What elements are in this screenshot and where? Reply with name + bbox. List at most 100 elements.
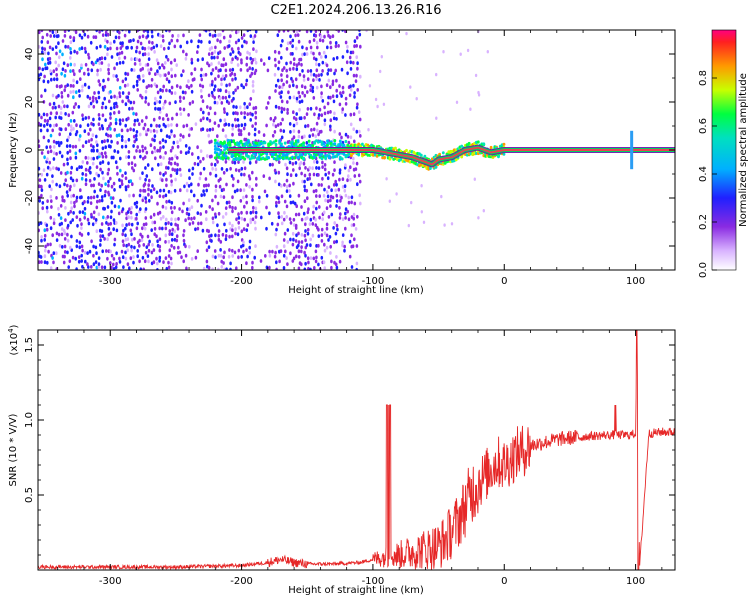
heatmap-cell bbox=[327, 78, 331, 83]
heatmap-cell bbox=[80, 46, 84, 51]
heatmap-cell bbox=[344, 193, 348, 198]
heatmap-cell bbox=[297, 212, 301, 217]
heatmap-cell bbox=[176, 156, 179, 160]
heatmap-cell bbox=[66, 250, 69, 255]
heatmap-cell bbox=[187, 184, 191, 188]
heatmap-cell bbox=[300, 153, 304, 157]
heatmap-cell bbox=[157, 162, 160, 167]
heatmap-cell bbox=[252, 40, 255, 44]
heatmap-cell bbox=[277, 105, 281, 110]
heatmap-cell bbox=[190, 60, 194, 65]
heatmap-cell bbox=[279, 43, 283, 48]
heatmap-cell bbox=[71, 69, 75, 73]
heatmap-cell bbox=[335, 199, 339, 203]
heatmap-cell bbox=[69, 124, 73, 129]
heatmap-cell bbox=[344, 113, 347, 117]
heatmap-cell bbox=[61, 67, 65, 72]
heatmap-cell bbox=[314, 188, 318, 193]
heatmap-cell bbox=[214, 77, 217, 81]
heatmap-cell bbox=[275, 260, 278, 265]
heatmap-cell bbox=[58, 55, 61, 60]
heatmap-cell bbox=[96, 143, 99, 148]
heatmap-cell bbox=[279, 121, 283, 126]
heatmap-cell bbox=[121, 207, 125, 212]
heatmap-cell bbox=[173, 161, 177, 166]
heatmap-cell bbox=[338, 132, 342, 136]
heatmap-cell bbox=[274, 232, 278, 237]
heatmap-cell bbox=[219, 88, 222, 93]
heatmap-cell bbox=[305, 243, 309, 247]
heatmap-cell bbox=[109, 116, 112, 120]
heatmap-cell bbox=[245, 183, 248, 187]
heatmap-cell bbox=[325, 206, 329, 211]
heatmap-cell bbox=[138, 244, 141, 248]
heatmap-cell bbox=[190, 39, 193, 44]
heatmap-cell bbox=[141, 66, 144, 71]
heatmap-cell bbox=[115, 262, 118, 266]
heatmap-cell bbox=[323, 167, 327, 172]
heatmap-cell bbox=[63, 182, 66, 187]
heatmap-cell bbox=[41, 46, 44, 51]
heatmap-cell bbox=[251, 210, 255, 214]
heatmap-cell bbox=[302, 143, 305, 147]
heatmap-cell bbox=[107, 190, 110, 195]
heatmap-cell bbox=[314, 30, 318, 34]
heatmap-cell bbox=[225, 228, 228, 233]
heatmap-cell bbox=[175, 238, 179, 243]
heatmap-cell bbox=[211, 207, 214, 212]
heatmap-cell bbox=[106, 47, 109, 51]
heatmap-cell bbox=[64, 206, 67, 210]
heatmap-cell bbox=[63, 88, 66, 93]
heatmap-cell bbox=[66, 63, 70, 68]
heatmap-cell bbox=[285, 166, 289, 171]
heatmap-cell bbox=[147, 52, 150, 56]
heatmap-cell bbox=[202, 266, 206, 270]
heatmap-cell bbox=[158, 140, 162, 145]
heatmap-cell bbox=[355, 35, 359, 40]
heatmap-cell bbox=[229, 261, 232, 266]
heatmap-cell bbox=[155, 234, 158, 239]
heatmap-cell bbox=[53, 34, 56, 38]
heatmap-cell bbox=[323, 111, 327, 116]
heatmap-cell bbox=[295, 112, 299, 116]
heatmap-cell bbox=[220, 265, 224, 269]
heatmap-cell bbox=[248, 143, 252, 147]
heatmap-cell bbox=[231, 248, 234, 253]
heatmap-cell bbox=[284, 249, 287, 254]
heatmap-cell bbox=[107, 71, 111, 76]
heatmap-cell bbox=[196, 50, 199, 54]
heatmap-cell bbox=[282, 129, 286, 134]
heatmap-cell bbox=[124, 250, 127, 255]
heatmap-cell bbox=[106, 126, 109, 131]
heatmap-cell bbox=[152, 117, 156, 122]
heatmap-cell bbox=[210, 239, 213, 243]
heatmap-cell bbox=[188, 101, 192, 106]
heatmap-cell bbox=[93, 189, 96, 194]
heatmap-cell bbox=[123, 83, 127, 88]
heatmap-cell bbox=[321, 176, 324, 181]
heatmap-cell bbox=[147, 46, 150, 50]
heatmap-cell bbox=[116, 171, 119, 176]
heatmap-cell bbox=[321, 160, 324, 165]
heatmap-cell bbox=[222, 57, 226, 62]
heatmap-cell bbox=[331, 79, 335, 84]
heatmap-cell bbox=[325, 226, 329, 231]
heatmap-cell bbox=[67, 265, 70, 269]
heatmap-cell bbox=[115, 165, 119, 170]
heatmap-cell bbox=[92, 253, 95, 258]
heatmap-cell bbox=[274, 89, 277, 93]
heatmap-cell bbox=[274, 104, 278, 109]
heatmap-cell bbox=[43, 260, 47, 265]
heatmap-cell bbox=[328, 35, 332, 40]
heatmap-cell bbox=[206, 128, 209, 133]
heatmap-cell bbox=[141, 52, 145, 57]
heatmap-cell bbox=[299, 57, 303, 62]
heatmap-cell bbox=[335, 255, 338, 259]
heatmap-cell bbox=[185, 181, 189, 186]
heatmap-cell bbox=[285, 215, 289, 219]
heatmap-cell bbox=[40, 115, 43, 120]
heatmap-cell bbox=[231, 205, 234, 210]
heatmap-cell bbox=[320, 95, 323, 99]
heatmap-cell bbox=[307, 207, 310, 212]
